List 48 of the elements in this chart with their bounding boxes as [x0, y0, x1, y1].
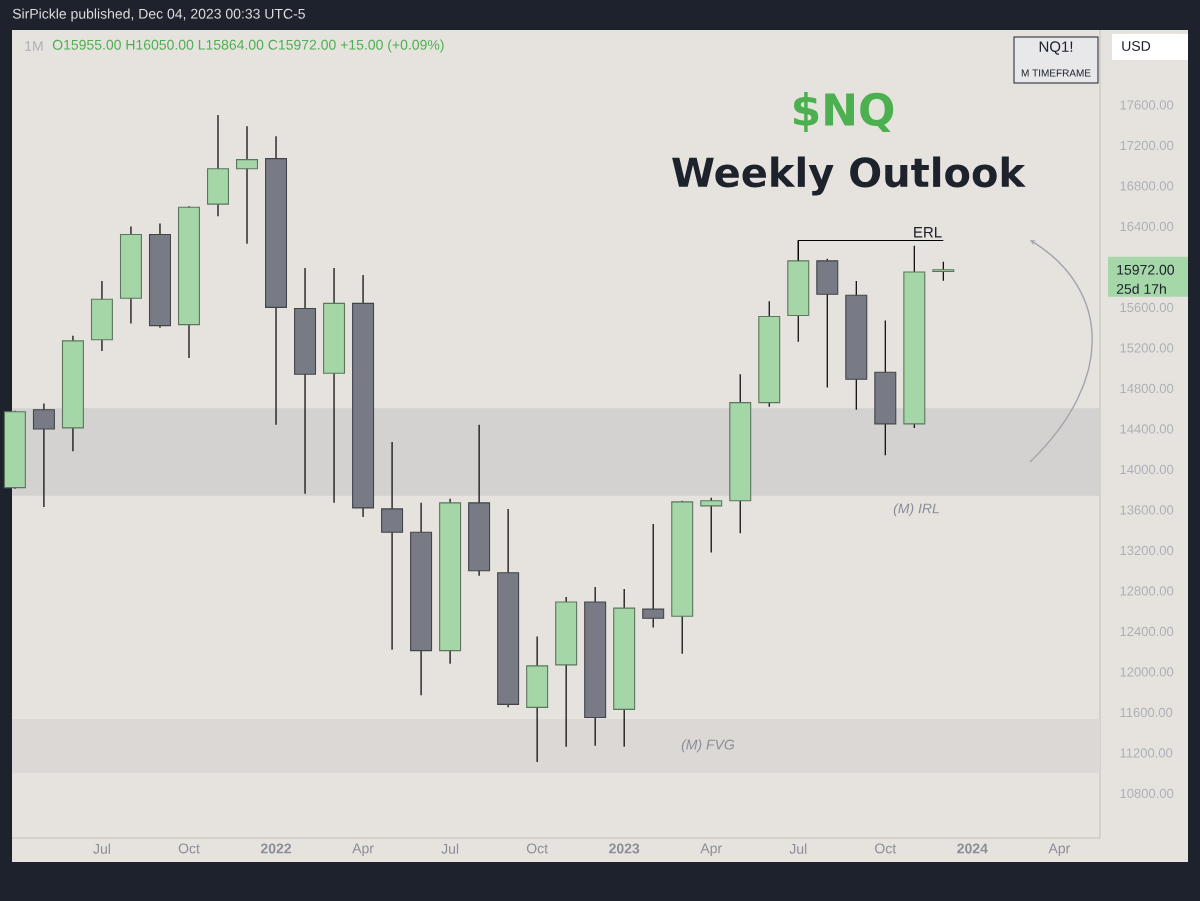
y-tick-label: 15600.00: [1120, 302, 1174, 313]
x-tick-label: 2023: [609, 843, 640, 854]
candlestick: [32, 403, 55, 508]
y-tick-label: 10800.00: [1120, 788, 1174, 799]
x-tick-label: Jul: [789, 843, 807, 854]
annotation: NQ1!: [1039, 41, 1073, 55]
annotation: 1M: [25, 41, 43, 51]
annotation: O15955.00 H16050.00 L15864.00 C15972.00 +15.00 (+0.09%): [52, 39, 444, 53]
y-tick-label: 14000.00: [1120, 464, 1174, 475]
candlestick: [236, 125, 259, 245]
ref-line-label: ERL: [914, 227, 942, 238]
text: 15972.00: [1117, 264, 1175, 275]
annotation: M TIMEFRAME: [1021, 69, 1091, 77]
y-tick-label: 14800.00: [1120, 383, 1174, 394]
text: SirPickle published, Dec 04, 2023 00:33 UTC-5: [12, 8, 305, 22]
text: USD: [1122, 41, 1151, 51]
band-label: (M) IRL: [893, 503, 939, 517]
candlestick: [700, 497, 723, 554]
x-tick-label: Apr: [1048, 843, 1071, 857]
candlestick: [642, 523, 665, 628]
y-tick-label: 14400.00: [1120, 424, 1174, 434]
y-tick-label: 16800.00: [1120, 181, 1174, 191]
y-tick-label: 15200.00: [1120, 343, 1174, 353]
candlestick: [932, 261, 955, 282]
y-tick-label: 12800.00: [1120, 586, 1174, 596]
x-tick-label: Oct: [875, 843, 897, 854]
y-tick-label: 11200.00: [1120, 748, 1173, 758]
x-tick-label: Apr: [700, 843, 722, 857]
y-tick-label: 17600.00: [1120, 100, 1174, 110]
x-tick-label: 2022: [260, 843, 292, 854]
x-tick-label: Apr: [352, 843, 374, 857]
x-tick-label: Jul: [441, 843, 459, 854]
band-label: (M) FVG: [681, 739, 735, 753]
x-tick-label: Jul: [93, 843, 110, 854]
y-tick-label: 13200.00: [1120, 545, 1174, 556]
candlestick: [381, 441, 404, 651]
y-tick-label: 11600.00: [1120, 707, 1173, 718]
y-tick-label: 12000.00: [1120, 667, 1174, 677]
y-tick-label: 12400.00: [1120, 626, 1174, 637]
text: Weekly Outlook: [672, 156, 1026, 196]
x-tick-label: 2024: [957, 843, 988, 854]
x-tick-label: Oct: [178, 843, 200, 854]
text: 25d 17h: [1116, 283, 1166, 294]
y-tick-label: 16400.00: [1120, 221, 1174, 232]
y-tick-label: 17200.00: [1120, 140, 1174, 151]
y-tick-label: 13600.00: [1120, 505, 1174, 515]
text: $NQ: [794, 92, 894, 132]
x-tick-label: Oct: [526, 843, 548, 854]
